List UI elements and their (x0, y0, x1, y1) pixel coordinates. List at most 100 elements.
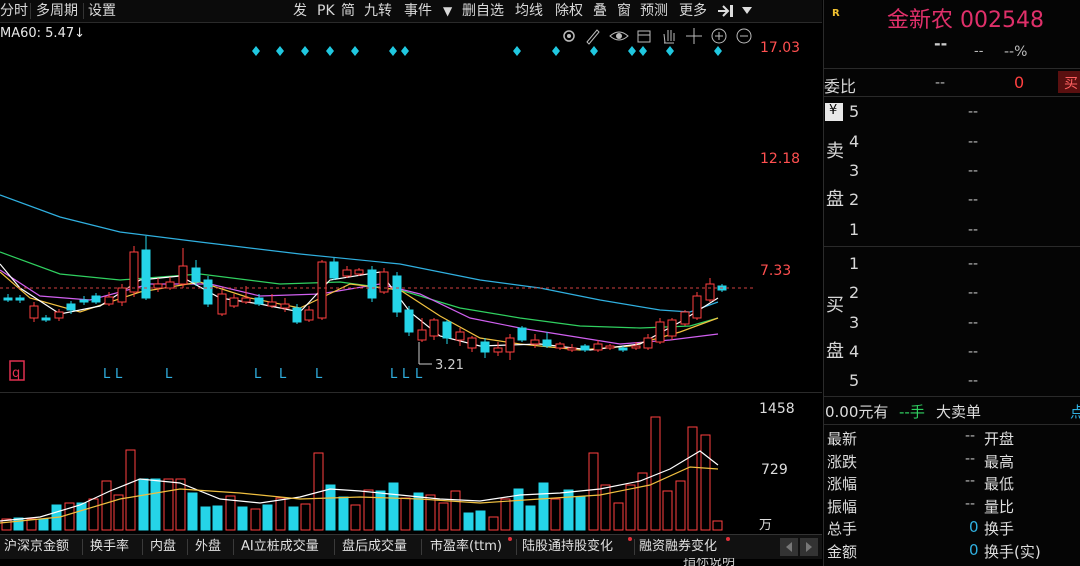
toolbar-item-ma[interactable]: 均线 (515, 3, 543, 19)
eye-icon[interactable] (609, 27, 629, 45)
ma20-line (0, 269, 719, 345)
stock-name-code: 金新农 002548 (887, 8, 1044, 33)
candle-body (429, 319, 439, 337)
hand-icon[interactable] (660, 27, 678, 45)
candle-body (66, 303, 76, 311)
signal-L: L (115, 367, 123, 382)
tab-pe-ttm[interactable]: 市盈率(ttm) (430, 539, 503, 554)
toolbar-item-multi-period[interactable]: 多周期 (36, 3, 78, 19)
toolbar-item-fa[interactable]: 发 (293, 3, 307, 19)
signal-L: L (103, 367, 111, 382)
candle-body (605, 345, 615, 349)
toolbar-item-jiuzhuan[interactable]: 九转 (364, 3, 392, 19)
buy-level-4: 4 (849, 342, 860, 361)
toolbar-item-overlay[interactable]: 叠 (593, 3, 607, 19)
candle-body (643, 337, 653, 349)
price-axis-low: 7.33 (760, 263, 792, 279)
tabs-scroll-right-icon[interactable] (800, 538, 818, 556)
volume-bar (575, 496, 586, 531)
buy-side-label-1: 买 (826, 295, 844, 316)
volume-bar (138, 478, 149, 531)
candle-body (141, 249, 151, 299)
tab-after-hours-volume[interactable]: 盘后成交量 (342, 539, 408, 554)
toolbar-item-fenshi[interactable]: 分时 (0, 3, 28, 19)
tab-inner[interactable]: 内盘 (150, 539, 177, 554)
signal-diamond (513, 46, 521, 56)
zoom-out-icon[interactable] (735, 27, 753, 45)
candle-body (631, 345, 641, 349)
candle-body (517, 327, 527, 341)
buy-level-3-price: -- (968, 315, 979, 331)
buy-level-4-price: -- (968, 344, 979, 360)
volume-bar (463, 512, 474, 531)
dropdown-arrow-icon[interactable] (741, 6, 753, 16)
signal-diamond (351, 46, 359, 56)
toolbar-item-events[interactable]: 事件 (404, 3, 432, 19)
crosshair-icon[interactable] (685, 27, 703, 45)
r-badge: R (832, 8, 840, 19)
candle-body (129, 251, 139, 293)
toolbar-item-more[interactable]: 更多 (679, 3, 707, 19)
toolbar-item-remove-watchlist[interactable]: 删自选 (462, 3, 504, 19)
ma60-line (0, 194, 719, 313)
eraser-icon[interactable] (635, 27, 653, 45)
candle-body (593, 343, 603, 351)
toolbar-events-dropdown[interactable]: ▼ (443, 4, 453, 18)
sell-level-5-price: -- (968, 104, 979, 120)
tab-outer[interactable]: 外盘 (195, 539, 222, 554)
sell-level-2: 2 (849, 190, 860, 209)
tab-margin[interactable]: 融资融券变化 (639, 539, 718, 554)
candle-body (530, 339, 540, 345)
sell-side-label-1: 卖 (826, 141, 844, 162)
ma10-line (0, 271, 719, 351)
candle-body (191, 267, 201, 283)
stat-label2-3: 量比 (984, 497, 1015, 516)
zoom-in-icon[interactable] (710, 27, 728, 45)
candle-body (254, 297, 264, 305)
toolbar-item-forecast[interactable]: 预测 (640, 3, 668, 19)
candle-body (153, 283, 163, 289)
tabs-scroll-left-icon[interactable] (780, 538, 798, 556)
volume-bar (187, 492, 198, 531)
big-order-amount: 0.00元有 (825, 403, 889, 421)
toolbar-item-window[interactable]: 窗 (617, 3, 631, 19)
pen-icon[interactable] (584, 27, 602, 45)
buy-button[interactable]: 买 (1058, 71, 1080, 93)
volume-bar (350, 504, 361, 531)
candle-body (292, 307, 302, 323)
volume-bar (237, 506, 248, 531)
toolbar-item-pk[interactable]: PK (317, 3, 335, 19)
volume-bar (175, 478, 186, 531)
indicator-help-link[interactable]: 指标说明 (683, 558, 736, 566)
signal-diamond (276, 46, 284, 56)
big-order-more[interactable]: 点 (1070, 403, 1080, 421)
toolbar-item-simple[interactable]: 简 (341, 3, 355, 19)
candle-body (692, 295, 702, 319)
gear-icon[interactable] (560, 27, 578, 45)
q-marker[interactable]: q (12, 366, 20, 381)
tab-amount[interactable]: 沪深京金额 (4, 539, 70, 554)
candle-body (117, 287, 127, 303)
volume-bar (38, 518, 49, 531)
tab-northbound[interactable]: 陆股通持股变化 (522, 539, 614, 554)
signal-L: L (165, 367, 173, 382)
volume-chart[interactable] (0, 395, 822, 533)
toolbar-item-settings[interactable]: 设置 (88, 3, 116, 19)
tab-ai-volume[interactable]: AI立桩成交量 (241, 539, 319, 554)
toolbar-item-exright[interactable]: 除权 (555, 3, 583, 19)
candle-body (680, 311, 690, 325)
candle-body (580, 345, 590, 351)
sell-side-label-2: 盘 (826, 189, 844, 210)
collapse-panel-icon[interactable] (716, 3, 736, 19)
candle-body (455, 331, 465, 341)
tab-turnover[interactable]: 换手率 (90, 539, 130, 554)
candle-body (104, 296, 114, 305)
sell-level-3: 3 (849, 161, 860, 180)
q-marker-box[interactable] (9, 360, 25, 381)
volume-axis-top: 1458 (759, 401, 795, 417)
volume-ma5-line (0, 450, 719, 522)
candle-body (79, 299, 89, 303)
signal-diamond (326, 46, 334, 56)
buy-level-5: 5 (849, 371, 860, 390)
